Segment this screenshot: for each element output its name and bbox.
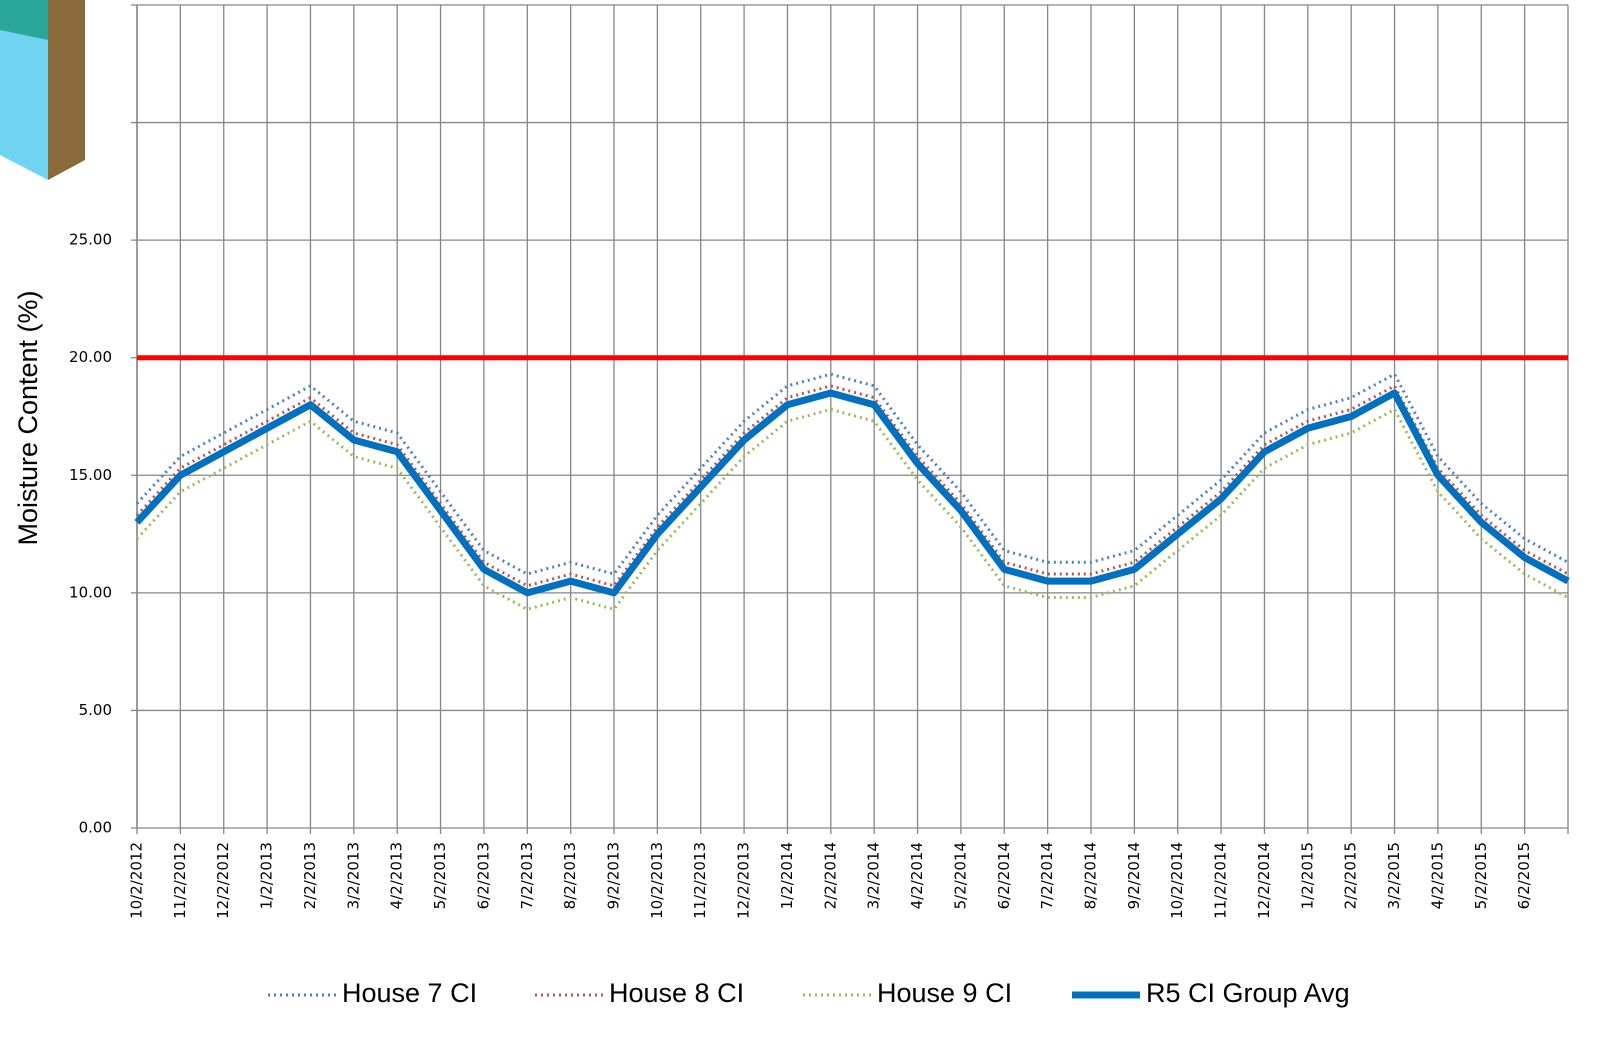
x-tick-label: 1/2/2015 [1298,842,1316,909]
x-tick-label: 11/2/2014 [1212,842,1230,919]
x-tick-label: 7/2/2014 [1038,842,1056,909]
y-axis-label: Moisture Content (%) [13,290,43,545]
x-tick-label: 5/2/2013 [431,842,449,909]
x-tick-label: 6/2/2014 [995,842,1013,909]
wall-foam [0,0,48,40]
x-tick-label: 10/2/2014 [1168,842,1186,919]
wall-insulation [0,0,48,180]
y-tick-label: 10.00 [69,583,112,601]
y-tick-label: 5.00 [79,701,112,719]
x-tick-label: 9/2/2014 [1125,842,1143,909]
x-tick-label: 4/2/2014 [908,842,926,909]
wall-stud [48,0,85,180]
x-tick-label: 3/2/2013 [344,842,362,909]
legend-label: House 8 CI [609,978,744,1008]
y-tick-label: 15.00 [69,466,112,484]
x-tick-label: 12/2/2013 [735,842,753,919]
x-tick-label: 12/2/2014 [1255,842,1273,919]
x-tick-label: 12/2/2012 [214,842,232,919]
x-tick-label: 5/2/2015 [1472,842,1490,909]
x-tick-label: 3/2/2015 [1385,842,1403,909]
x-tick-label: 6/2/2015 [1515,842,1533,909]
x-tick-label: 3/2/2014 [865,842,883,909]
wall-illustration [0,0,85,180]
x-tick-label: 11/2/2012 [171,842,189,919]
x-tick-label: 9/2/2013 [605,842,623,909]
x-tick-label: 2/2/2015 [1342,842,1360,909]
y-tick-label: 0.00 [79,819,112,837]
x-tick-label: 6/2/2013 [474,842,492,909]
legend-label: House 7 CI [342,978,477,1008]
series-line [134,389,1570,597]
x-tick-label: 1/2/2013 [258,842,276,909]
x-tick-label: 11/2/2013 [691,842,709,919]
y-tick-label: 25.00 [69,231,112,249]
x-tick-label: 7/2/2013 [518,842,536,909]
x-tick-label: 4/2/2013 [388,842,406,909]
x-tick-label: 8/2/2013 [561,842,579,909]
legend-label: House 9 CI [877,978,1012,1008]
legend-label: R5 CI Group Avg [1146,978,1350,1008]
y-tick-label: 20.00 [69,348,112,366]
x-tick-label: 10/2/2013 [648,842,666,919]
x-tick-label: 1/2/2014 [778,842,796,909]
x-tick-label: 2/2/2013 [301,842,319,909]
x-tick-label: 10/2/2012 [128,842,146,919]
x-tick-label: 8/2/2014 [1082,842,1100,909]
series-line [135,372,1569,576]
x-tick-label: 5/2/2014 [951,842,969,909]
plot: 0.00 5.00 10.00 15.00 20.00 25.00 10/2/2012 11/… [69,4,1570,1008]
x-tick-label: 4/2/2015 [1428,842,1446,909]
x-tick-label: 2/2/2014 [821,842,839,909]
